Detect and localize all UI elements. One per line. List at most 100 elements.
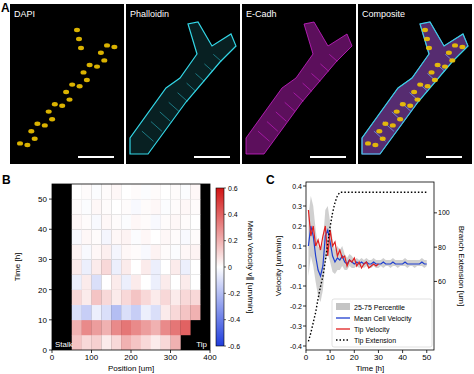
tick-label: 0 xyxy=(50,353,55,362)
heatmap-cell xyxy=(82,244,92,259)
nucleus xyxy=(380,137,386,141)
nucleus xyxy=(382,122,388,126)
tick xyxy=(49,229,52,230)
tick-label: 20 xyxy=(38,286,47,295)
tick-label: -0.2 xyxy=(228,290,240,297)
heatmap-cell xyxy=(141,275,151,290)
heatmap-cell xyxy=(180,184,190,199)
scale-bar xyxy=(310,156,346,158)
plot-frame xyxy=(52,184,210,350)
nucleus xyxy=(435,63,441,67)
nucleus xyxy=(432,78,438,82)
tick-label: 0.2 xyxy=(228,237,238,244)
nucleus xyxy=(394,109,400,113)
nucleus xyxy=(42,123,48,127)
heatmap-cell xyxy=(161,335,171,350)
nucleus xyxy=(407,104,413,108)
heatmap-cell xyxy=(72,214,82,229)
heatmap-cell xyxy=(141,335,151,350)
legend-swatch xyxy=(336,339,350,340)
heatmap-cell xyxy=(161,259,171,274)
axis-label: Branch Extension [um] xyxy=(457,226,466,306)
scale-bar xyxy=(78,156,114,158)
tick-label: 40 xyxy=(398,353,407,362)
heatmap-cell xyxy=(171,229,181,244)
heatmap-cell xyxy=(151,229,161,244)
heatmap-cell xyxy=(72,244,82,259)
tick xyxy=(49,289,52,290)
tick-label: -0.1 xyxy=(290,283,302,290)
heatmap-cell xyxy=(121,244,131,259)
heatmap-cell xyxy=(111,184,121,199)
heatmap-cell xyxy=(101,229,111,244)
cell-boundary xyxy=(258,131,270,141)
cell-boundary xyxy=(320,64,328,71)
heatmap-cell xyxy=(121,214,131,229)
tick-label: 10 xyxy=(38,316,47,325)
tick-label: 30 xyxy=(38,255,47,264)
heatmap-cell xyxy=(82,259,92,274)
heatmap-cell xyxy=(171,305,181,320)
heatmap-cell xyxy=(161,244,171,259)
heatmap-cell xyxy=(190,275,200,290)
tick xyxy=(224,293,226,294)
heatmap-cell xyxy=(121,184,131,199)
heatmap-cell xyxy=(180,259,190,274)
heatmap-cell xyxy=(161,290,171,305)
image-title: DAPI xyxy=(14,9,35,19)
legend-swatch xyxy=(336,328,350,329)
tick-label: 50 xyxy=(422,353,431,362)
heatmap-cell xyxy=(121,229,131,244)
nucleus xyxy=(425,84,431,88)
figure: ADAPIPhalloidinE-CadhCompositeB010020030… xyxy=(0,0,474,374)
heatmap-cell xyxy=(72,290,82,305)
heatmap-cell xyxy=(171,320,181,335)
heatmap-cell xyxy=(180,229,190,244)
nucleus xyxy=(78,46,84,50)
nucleus xyxy=(94,64,100,68)
heatmap-cell xyxy=(121,320,131,335)
tick xyxy=(49,319,52,320)
heatmap-cell xyxy=(82,199,92,214)
nucleus xyxy=(46,109,52,113)
heatmap-cell xyxy=(111,229,121,244)
tick-label: 0 xyxy=(304,353,309,362)
heatmap-cell xyxy=(190,214,200,229)
nucleus xyxy=(424,37,430,41)
heatmap-cell xyxy=(141,305,151,320)
tick-label: -0.3 xyxy=(290,323,302,330)
heatmap-cell xyxy=(72,199,82,214)
plot-frame xyxy=(306,182,434,350)
heatmap-cell xyxy=(82,275,92,290)
tick-label: 80 xyxy=(438,244,446,251)
heatmap-cell xyxy=(111,259,121,274)
heatmap-cell xyxy=(180,244,190,259)
heatmap-cell xyxy=(72,320,82,335)
tick-label: 400 xyxy=(203,353,217,362)
heatmap-cell xyxy=(151,335,161,350)
heatmap-cell xyxy=(190,305,200,320)
heatmap-cell xyxy=(101,214,111,229)
legend-box xyxy=(332,299,432,347)
tick xyxy=(49,350,52,351)
heatmap-cell xyxy=(92,335,102,350)
heatmap-cell xyxy=(111,275,121,290)
tick xyxy=(224,267,226,268)
cell-boundary xyxy=(178,93,188,102)
heatmap-cell xyxy=(101,259,111,274)
heatmap-cell xyxy=(171,290,181,305)
tick xyxy=(224,214,226,215)
heatmap-cell xyxy=(92,259,102,274)
tick-label: 0 xyxy=(43,346,48,355)
heatmap-cell xyxy=(101,244,111,259)
nucleus xyxy=(69,82,75,86)
nucleus xyxy=(442,64,448,68)
nucleus xyxy=(24,143,30,147)
heatmap-cell xyxy=(121,335,131,350)
heatmap-cell xyxy=(101,320,111,335)
tick xyxy=(303,226,306,227)
image-panel: DAPI xyxy=(10,4,124,164)
heatmap-cell xyxy=(141,199,151,214)
nucleus xyxy=(74,28,80,32)
nucleus xyxy=(459,45,465,49)
